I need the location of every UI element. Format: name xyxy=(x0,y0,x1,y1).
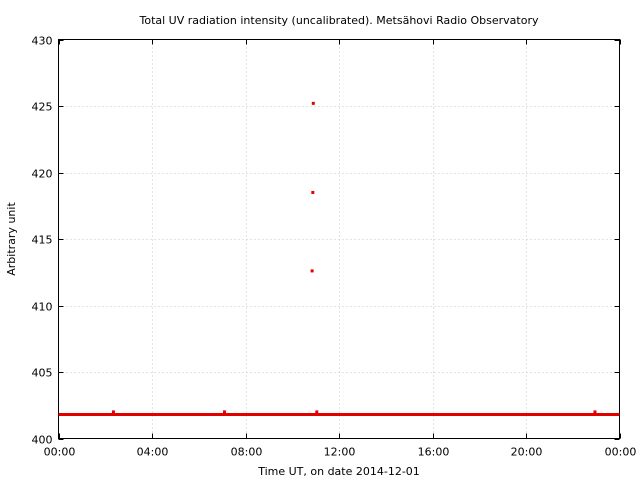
y-tick-label: 400 xyxy=(32,434,53,447)
x-tick-label: 00:00 xyxy=(605,446,637,459)
chart-title: Total UV radiation intensity (uncalibrat… xyxy=(139,14,539,27)
x-tick-label: 08:00 xyxy=(231,446,263,459)
y-tick-label: 425 xyxy=(32,101,53,114)
data-series xyxy=(58,101,620,417)
x-tick-label: 00:00 xyxy=(44,446,76,459)
y-tick-label: 420 xyxy=(32,168,53,181)
data-point xyxy=(311,101,315,105)
data-point xyxy=(311,190,315,194)
data-point xyxy=(310,269,314,273)
y-tick-label: 405 xyxy=(32,367,53,380)
data-point xyxy=(111,410,115,414)
y-tick-label: 410 xyxy=(32,301,53,314)
y-tick-label: 430 xyxy=(32,35,53,48)
y-tick-label: 415 xyxy=(32,234,53,247)
x-tick-label: 12:00 xyxy=(324,446,356,459)
data-point xyxy=(222,410,226,414)
x-tick-label: 20:00 xyxy=(511,446,543,459)
axis-ticks: 00:00 04:00 08:00 12:00 16:00 20:00 00:0040040… xyxy=(32,35,637,459)
y-axis-label: Arbitrary unit xyxy=(5,202,18,276)
x-tick-label: 16:00 xyxy=(418,446,450,459)
x-tick-label: 04:00 xyxy=(137,446,169,459)
grid-lines xyxy=(58,39,620,439)
x-axis-label: Time UT, on date 2014-12-01 xyxy=(257,465,420,478)
data-point xyxy=(593,410,597,414)
data-point xyxy=(315,410,319,414)
